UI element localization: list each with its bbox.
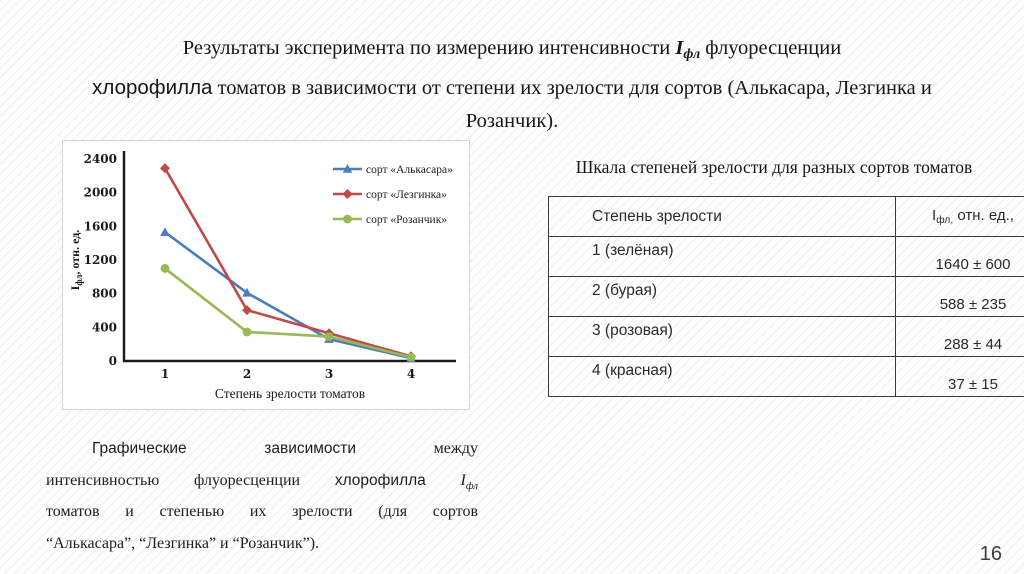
degree-cell: 1 (зелёная) <box>548 236 896 277</box>
table-header-row: Степень зрелости Iфл, отн. ед., <box>548 196 1024 237</box>
caption-formula: Iфл <box>460 471 479 492</box>
caption-line-1: Графические зависимости между <box>92 440 479 457</box>
y-tick-label: 400 <box>92 320 117 334</box>
legend-label: сорт «Розанчик» <box>366 214 447 226</box>
series-marker-circle-icon <box>242 327 252 337</box>
table-row: 3 (розовая) 288 ± 44 <box>548 316 1024 357</box>
series-marker-triangle-icon <box>242 287 252 297</box>
table-row: 2 (бурая) 588 ± 235 <box>548 276 1024 317</box>
x-tick-label: 3 <box>325 367 333 381</box>
table-row: 1 (зелёная) 1640 ± 600 <box>548 236 1024 277</box>
y-tick-label: 800 <box>92 287 117 301</box>
slide-title: Результаты эксперимента по измерению инт… <box>52 32 972 138</box>
value-cell: 37 ± 15 <box>895 356 1024 397</box>
value-cell: 588 ± 235 <box>895 276 1024 317</box>
y-tick-label: 2400 <box>84 152 117 166</box>
degree-cell: 4 (красная) <box>548 356 896 397</box>
title-text-1: Результаты эксперимента по измерению инт… <box>182 37 676 59</box>
series-marker-diamond-icon <box>342 189 353 199</box>
y-axis-label: Iфл, отн. ед. <box>68 230 84 291</box>
title-text-chlorophyll: хлорофилла <box>92 76 213 99</box>
caption-line-4: “Алькасара”, “Лезгинка” и “Розанчик”). <box>46 534 320 552</box>
x-tick-label: 1 <box>161 367 169 381</box>
degree-header-cell: Степень зрелости <box>548 196 896 237</box>
maturity-table-body: Степень зрелости Iфл, отн. ед., 1 (зелён… <box>548 196 1024 397</box>
series-marker-diamond-icon <box>242 305 252 316</box>
value-cell: 1640 ± 600 <box>895 236 1024 277</box>
table-title: Шкала степеней зрелости для разных сорто… <box>575 157 973 177</box>
page-number: 16 <box>979 543 1002 565</box>
y-tick-label: 0 <box>109 354 117 368</box>
series-line <box>164 267 412 359</box>
maturity-table: Степень зрелости Iфл, отн. ед., 1 (зелён… <box>548 196 1024 397</box>
y-tick-label: 2000 <box>84 186 117 200</box>
series-line <box>163 167 412 358</box>
figure-caption: Графические зависимости между интенсивно… <box>46 433 478 559</box>
series-marker-triangle-icon <box>342 164 353 173</box>
title-text-3: томатов в зависимости от степени их зрел… <box>212 77 932 132</box>
series-marker-triangle-icon <box>160 227 170 237</box>
series-marker-circle-icon <box>324 332 334 341</box>
x-tick-label: 2 <box>243 367 251 381</box>
series-marker-circle-icon <box>343 214 352 224</box>
intensity-header-cell: Iфл, отн. ед., <box>895 196 1024 237</box>
x-tick-label: 4 <box>407 367 415 381</box>
title-text-2: флуоресценции <box>700 37 842 59</box>
series-marker-circle-icon <box>406 352 416 362</box>
value-cell: 288 ± 44 <box>895 316 1024 357</box>
caption-line-2: интенсивностью флуоресценции хлорофилла … <box>46 471 479 492</box>
title-formula: Iфл <box>675 37 701 62</box>
legend-label: сорт «Алькасара» <box>366 164 453 176</box>
series-line <box>164 231 412 360</box>
y-tick-label: 1600 <box>84 219 117 233</box>
y-tick-label: 1200 <box>84 253 117 267</box>
series-marker-circle-icon <box>160 264 170 273</box>
degree-cell: 2 (бурая) <box>548 276 896 317</box>
table-row: 4 (красная) 37 ± 15 <box>548 356 1024 397</box>
chart-canvas: 0 400 800 1200 1600 2000 2400 1 2 3 4 сорт «Алькаса… <box>68 151 456 401</box>
degree-cell: 3 (розовая) <box>548 316 896 357</box>
caption-line-3: томатов и степенью их зрелости (для сорт… <box>46 503 478 520</box>
legend-label: сорт «Лезгинка» <box>366 189 447 201</box>
fluorescence-chart: 0 400 800 1200 1600 2000 2400 1 2 3 4 сорт «Алькаса… <box>62 140 470 410</box>
series-marker-diamond-icon <box>160 163 170 174</box>
x-axis-label: Степень зрелости томатов <box>215 386 365 401</box>
